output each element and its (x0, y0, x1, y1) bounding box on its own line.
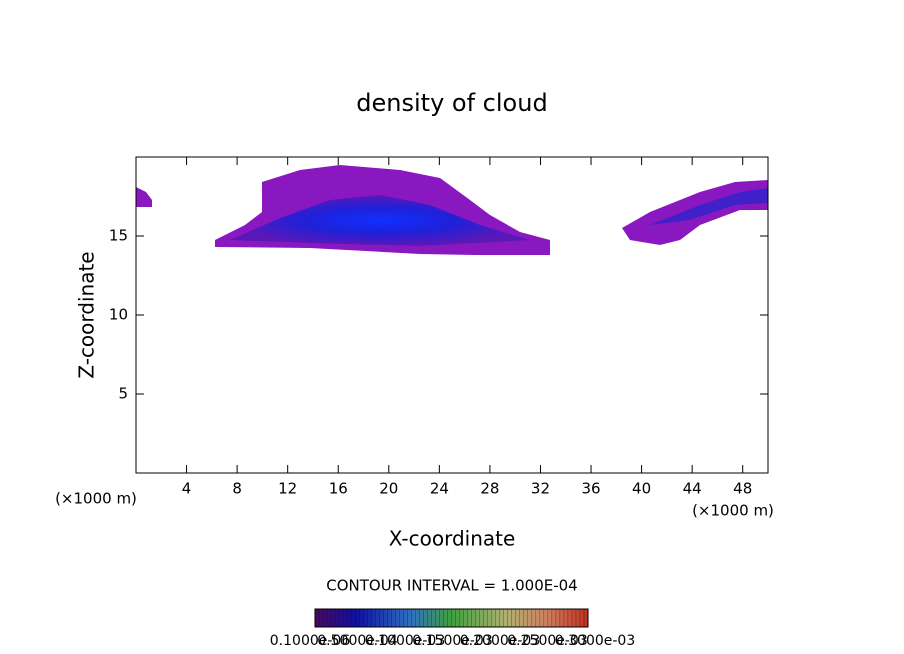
x-tick-label: 12 (278, 480, 297, 498)
y-tick-label: 5 (118, 385, 128, 403)
colorbar-label: 0.5000e-04 (317, 633, 398, 649)
x-tick-label: 24 (430, 480, 449, 498)
colorbar-label: 0.1500e-03 (412, 633, 492, 649)
y-tick-label: 15 (109, 227, 128, 245)
colorbar-label: 0.1000e-06 (270, 633, 351, 649)
x-axis-label: X-coordinate (389, 527, 516, 551)
y-tick-label: 10 (109, 306, 128, 324)
colorbar-label: 0.3000e-03 (555, 633, 635, 649)
x-tick-label: 4 (182, 480, 192, 498)
contour-interval: CONTOUR INTERVAL = 1.000E-04 (326, 577, 577, 595)
x-unit-label: (×1000 m) (692, 502, 774, 520)
x-tick-label: 16 (329, 480, 348, 498)
y-axis-label: Z-coordinate (75, 251, 99, 378)
colorbar-label: 0.1000e-03 (365, 633, 445, 649)
x-tick-label: 44 (683, 480, 702, 498)
x-unit-label: (×1000 m) (55, 490, 137, 508)
colorbar-label: 0.2500e-03 (507, 633, 587, 649)
x-tick-label: 36 (581, 480, 600, 498)
x-tick-label: 48 (733, 480, 752, 498)
x-tick-label: 20 (379, 480, 398, 498)
colorbar-stripes (318, 609, 585, 627)
x-tick-label: 8 (232, 480, 242, 498)
x-tick-label: 40 (632, 480, 651, 498)
contour-fill (136, 165, 768, 255)
x-tick-label: 32 (531, 480, 550, 498)
chart-title: density of cloud (356, 89, 547, 117)
colorbar-label: 0.2000e-03 (460, 633, 540, 649)
x-tick-label: 28 (480, 480, 499, 498)
